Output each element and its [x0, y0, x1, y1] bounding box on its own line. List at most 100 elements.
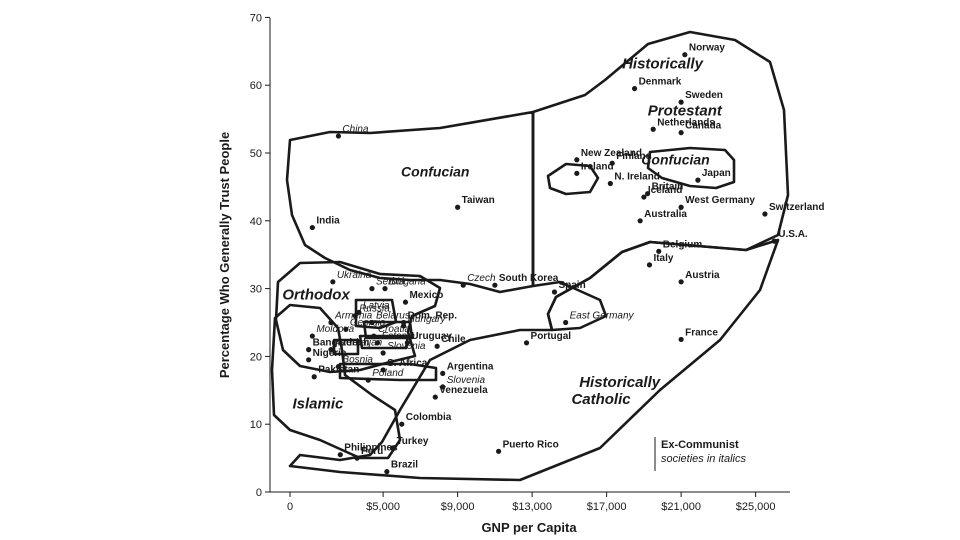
- point-label-west-germany: West Germany: [685, 195, 755, 206]
- zone-label-catholic: Catholic: [571, 391, 631, 408]
- point-label-netherlands: Netherlands: [657, 117, 715, 128]
- point-label-ireland: Ireland: [581, 161, 614, 172]
- point-netherlands: [650, 126, 656, 132]
- point-label-portugal: Portugal: [531, 331, 572, 342]
- point-france: [678, 336, 684, 343]
- point-ireland: [574, 170, 580, 176]
- point-label-australia: Australia: [644, 209, 687, 220]
- point-turkey: [389, 445, 396, 451]
- point-uruguay: [404, 340, 410, 346]
- y-tick-label: 10: [250, 419, 262, 431]
- y-tick-label: 20: [250, 351, 262, 363]
- y-axis-title: Percentage Who Generally Trust People: [217, 132, 232, 378]
- islamic-zone-boundary: [270, 303, 402, 460]
- catholic-zone-boundary: [288, 238, 780, 482]
- point-label-azerbaijan: Azerbaijan: [334, 338, 383, 349]
- point-s-africa: [380, 367, 386, 373]
- point-iceland: [641, 194, 647, 200]
- point-slovenia: [380, 350, 386, 356]
- x-tick-label: $13,000: [512, 501, 552, 513]
- point-japan: [695, 177, 701, 183]
- point-latvia: [356, 309, 362, 315]
- point-chile: [434, 343, 440, 349]
- point-serbia: [369, 286, 375, 292]
- confucian-zone-boundary: [285, 110, 535, 294]
- point-label-britain: Britain: [652, 182, 684, 193]
- point-label-argentina: Argentina: [447, 361, 494, 372]
- point-label-philippines: Philippines: [344, 443, 398, 454]
- point-sweden: [678, 99, 684, 105]
- point-croatia: [371, 333, 377, 339]
- point-austria: [678, 279, 684, 285]
- point-label-turkey: Turkey: [396, 436, 428, 447]
- latvia-russia-boundary: [354, 298, 398, 330]
- y-tick-label: 60: [250, 80, 262, 92]
- point-label-mexico: Mexico: [409, 290, 443, 301]
- point-label-belarus: Belarus: [376, 311, 410, 322]
- y-tick-label: 50: [250, 148, 262, 160]
- x-tick-label: $21,000: [661, 501, 701, 513]
- plot-area: [269, 18, 790, 493]
- point-label-switzerland: Switzerland: [769, 202, 825, 213]
- point-czech: [460, 282, 466, 288]
- point-label-pakistan: Pakistan: [318, 365, 359, 376]
- point-label-hungary: Hungary: [408, 314, 447, 325]
- point-label-taiwan: Taiwan: [462, 195, 495, 206]
- x-tick-label: $5,000: [366, 501, 400, 513]
- point-italy: [646, 262, 653, 268]
- x-axis-title: GNP per Capita: [481, 520, 577, 535]
- point-ukraina: [330, 279, 336, 285]
- point-portugal: [523, 340, 530, 346]
- point-label-colombia: Colombia: [406, 412, 452, 423]
- point-label-dom-rep: Dom. Rep.: [408, 311, 458, 322]
- zone-label-confucian: Confucian: [641, 152, 709, 168]
- point-label-finland: Finland: [616, 151, 652, 162]
- point-label-estonia: Estonia: [382, 331, 416, 342]
- point-label-bangladesh: Bangladesh: [313, 338, 370, 349]
- point-east-germany: [563, 319, 569, 326]
- point-label-india: India: [316, 216, 340, 227]
- point-poland: [365, 377, 371, 383]
- confucian-japan-boundary: [646, 146, 736, 190]
- zone-label-orthodox: Orthodox: [282, 286, 350, 303]
- point-bangladesh: [306, 347, 312, 353]
- point-spain: [551, 289, 558, 295]
- point-label-canada: Canada: [685, 121, 722, 132]
- point-slovenia: [440, 384, 446, 390]
- point-georgia: [343, 326, 349, 332]
- y-tick-label: 0: [256, 487, 262, 499]
- y-tick-label: 70: [250, 12, 262, 24]
- point-label-georgia: Georgia: [350, 317, 386, 328]
- zone-boundaries: [270, 30, 790, 482]
- point-west-germany: [678, 204, 684, 210]
- point-belarus: [369, 319, 375, 326]
- zone-label-islamic: Islamic: [293, 396, 345, 413]
- zone-label-historically: Historically: [622, 55, 704, 72]
- belarus-hungary-boundary: [362, 320, 414, 340]
- legend-line-2: societies in italics: [661, 453, 746, 465]
- point-bulgaria: [382, 286, 388, 292]
- point-label-nigeria: Nigeria: [313, 348, 347, 359]
- x-tick-label: $17,000: [587, 501, 627, 513]
- ireland-boundary: [546, 162, 600, 196]
- point-armenia: [328, 319, 334, 326]
- point-label-spain: Spain: [558, 280, 585, 291]
- y-tick-label: 30: [250, 284, 262, 296]
- zone-label-protestant: Protestant: [648, 103, 723, 120]
- point-label-norway: Norway: [689, 43, 726, 54]
- point-label-brazil: Brazil: [391, 460, 418, 471]
- point-label-slovenia: Slovenia: [447, 375, 486, 386]
- point-n-ireland: [607, 180, 613, 187]
- point-label-italy: Italy: [653, 253, 673, 264]
- point-label-sweden: Sweden: [685, 90, 723, 101]
- zone-labels: Historically Protestant Confucian Confucian…: [282, 55, 723, 412]
- point-label-france: France: [685, 327, 718, 338]
- point-brazil: [384, 469, 390, 475]
- point-label-south-korea: South Korea: [499, 273, 559, 284]
- point-label-u-s-a: U.S.A.: [778, 229, 808, 240]
- point-label-croatia: Croatia: [378, 324, 411, 335]
- legend: Ex-Communist societies in italics: [654, 437, 746, 471]
- point-label-austria: Austria: [685, 270, 720, 281]
- point-label-iceland: Iceland: [648, 185, 682, 196]
